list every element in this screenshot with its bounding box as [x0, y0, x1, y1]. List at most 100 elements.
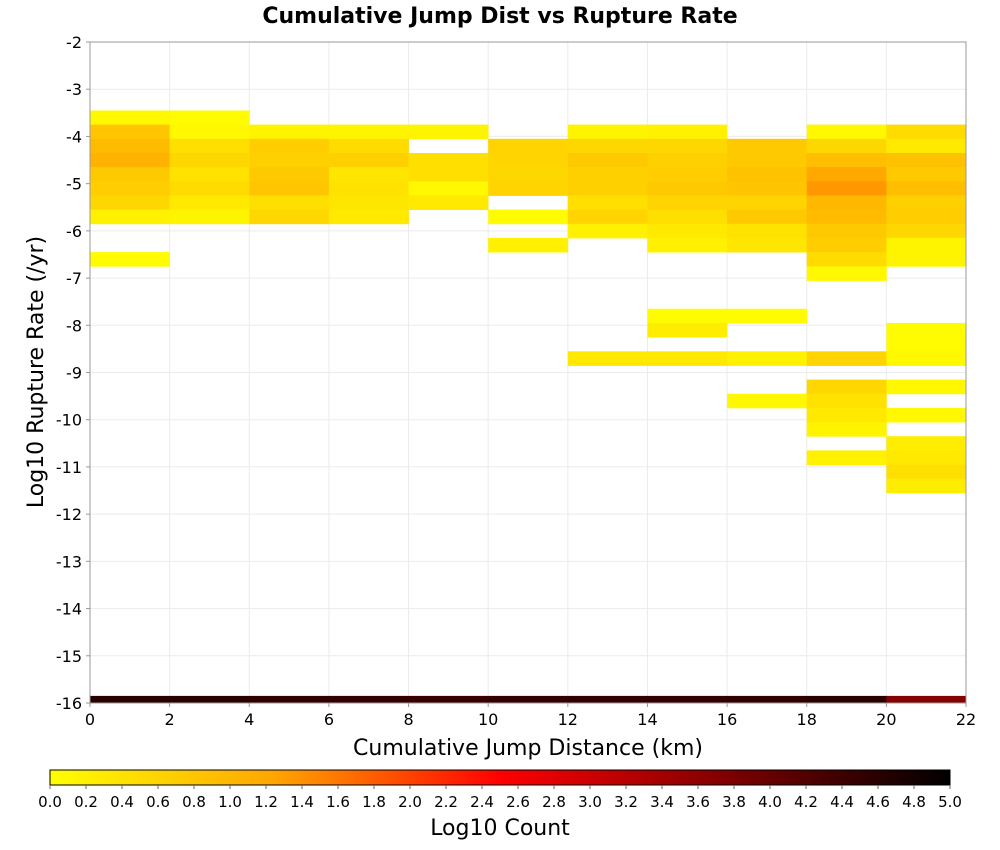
colorbar-tick-label: 3.0	[578, 793, 602, 811]
heatmap-cell	[488, 153, 569, 168]
colorbar-tick-label: 2.0	[398, 793, 422, 811]
heatmap-cell	[806, 237, 887, 253]
heatmap-cell	[886, 695, 967, 704]
colorbar-ticks: 0.0 0.2 0.4 0.6 0.8 1.0 1.2 1.4 1.6 1.8 2.0 2.2 2.4 2…	[38, 785, 962, 811]
heatmap-cell	[647, 195, 728, 210]
heatmap-cell	[886, 195, 967, 210]
colorbar-tick-label: 0.2	[74, 793, 98, 811]
y-tick-label: -7	[66, 269, 82, 288]
heatmap-cell	[647, 124, 728, 140]
heatmap-cell	[806, 195, 887, 210]
heatmap-cell	[886, 252, 967, 267]
colorbar: 0.0 0.2 0.4 0.6 0.8 1.0 1.2 1.4 1.6 1.8 2.0 2.2 2.4 2…	[38, 769, 962, 811]
heatmap-cell	[806, 252, 887, 267]
y-tick-label: -6	[66, 222, 82, 241]
heatmap-cell	[727, 223, 808, 239]
colorbar-tick-label: 1.0	[218, 793, 242, 811]
heatmap-cell	[886, 322, 967, 338]
y-tick-label: -12	[56, 505, 82, 524]
heatmap-cell	[886, 436, 967, 451]
heatmap-cell	[806, 209, 887, 225]
heatmap-cell	[328, 124, 409, 140]
heatmap-cell	[408, 695, 489, 704]
y-axis-label: Log10 Rupture Rate (/yr)	[24, 236, 49, 508]
y-tick-label: -3	[66, 80, 82, 99]
heatmap-cell	[886, 464, 967, 480]
x-tick-label: 8	[403, 710, 413, 729]
x-axis-ticks: 0 2 4 6 8 10 12 14 16 18 20 22	[85, 703, 976, 729]
y-tick-label: -4	[66, 127, 82, 146]
heatmap-cell	[90, 167, 170, 182]
y-tick-label: -11	[56, 458, 82, 477]
heatmap-cell	[647, 695, 728, 704]
heatmap-cell	[90, 124, 170, 140]
heatmap-cell	[886, 138, 967, 154]
heatmap-cell	[488, 181, 569, 196]
x-tick-label: 20	[876, 710, 896, 729]
x-axis-label: Cumulative Jump Distance (km)	[353, 736, 703, 761]
heatmap-cell	[567, 223, 648, 239]
heatmap-cell	[249, 181, 330, 196]
heatmap-cell	[647, 351, 728, 366]
heatmap-cell	[328, 153, 409, 168]
heatmap-cell	[806, 450, 887, 465]
y-tick-label: -13	[56, 552, 82, 571]
heatmap-cell	[567, 181, 648, 196]
heatmap-cell	[169, 209, 250, 225]
heatmap-cell	[727, 237, 808, 253]
heatmap-cell	[806, 167, 887, 182]
x-tick-label: 0	[85, 710, 95, 729]
heatmap-cell	[249, 209, 330, 225]
x-tick-label: 4	[244, 710, 254, 729]
colorbar-tick-label: 4.2	[794, 793, 818, 811]
heatmap-cell	[90, 209, 170, 225]
heatmap-cell	[328, 695, 409, 704]
heatmap-cell	[249, 153, 330, 168]
heatmap-cell	[727, 393, 808, 409]
heatmap-cell	[886, 450, 967, 465]
heatmap-cell	[806, 223, 887, 239]
heatmap-cell	[647, 237, 728, 253]
heatmap-cell	[727, 209, 808, 225]
heatmap-cell	[806, 379, 887, 395]
heatmap-cell	[886, 209, 967, 225]
colorbar-label: Log10 Count	[430, 816, 570, 841]
plot-area	[89, 41, 967, 704]
heatmap-cell	[328, 181, 409, 196]
colorbar-tick-label: 4.0	[758, 793, 782, 811]
heatmap-cell	[886, 124, 967, 140]
heatmap-cell	[806, 138, 887, 154]
heatmap-cell	[647, 223, 728, 239]
chart-title: Cumulative Jump Dist vs Rupture Rate	[262, 4, 737, 29]
heatmap-cell	[249, 124, 330, 140]
heatmap-cell	[886, 351, 967, 366]
heatmap-cell	[647, 322, 728, 338]
heatmap-cells	[90, 110, 967, 704]
heatmap-cell	[328, 195, 409, 210]
heatmap-cell	[727, 138, 808, 154]
heatmap-cell	[727, 195, 808, 210]
heatmap-cell	[90, 110, 170, 126]
heatmap-cell	[169, 153, 250, 168]
heatmap-cell	[488, 209, 569, 225]
y-tick-label: -5	[66, 175, 82, 194]
colorbar-tick-label: 2.6	[506, 793, 530, 811]
colorbar-tick-label: 1.6	[326, 793, 350, 811]
heatmap-cell	[886, 337, 967, 352]
heatmap-cell	[488, 695, 569, 704]
heatmap-cell	[328, 138, 409, 154]
heatmap-cell	[647, 153, 728, 168]
heatmap-cell	[567, 124, 648, 140]
heatmap-cell	[886, 478, 967, 494]
heatmap-cell	[488, 167, 569, 182]
heatmap-cell	[90, 195, 170, 210]
heatmap-cell	[90, 153, 170, 168]
colorbar-tick-label: 2.2	[434, 793, 458, 811]
heatmap-cell	[886, 181, 967, 196]
heatmap-cell	[806, 351, 887, 366]
heatmap-cell	[886, 407, 967, 423]
heatmap-cell	[328, 209, 409, 225]
heatmap-cell	[567, 209, 648, 225]
x-tick-label: 18	[797, 710, 817, 729]
colorbar-tick-label: 2.4	[470, 793, 494, 811]
